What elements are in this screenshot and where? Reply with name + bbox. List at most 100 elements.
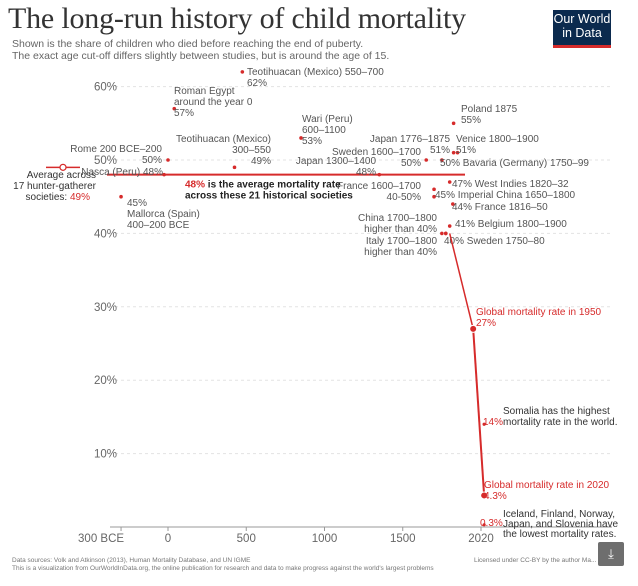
x-tick-label: 2020 bbox=[468, 533, 494, 545]
data-point bbox=[447, 224, 452, 228]
x-tick-label: 1000 bbox=[312, 533, 338, 545]
data-point-label: 53% bbox=[302, 136, 322, 147]
hunter-gatherer-label: Average across bbox=[27, 170, 96, 181]
global-series-label: 27% bbox=[476, 318, 496, 329]
somalia-value-label: 14% bbox=[483, 417, 503, 428]
y-tick-label: 60% bbox=[94, 82, 117, 94]
data-point bbox=[440, 158, 444, 162]
data-point-label: Venice 1800–1900 bbox=[456, 134, 539, 145]
data-point-label: 45% Imperial China 1650–1800 bbox=[435, 190, 576, 201]
data-point-label: 40% Sweden 1750–80 bbox=[444, 236, 545, 247]
lowest-label: Iceland, Finland, Norway, bbox=[503, 509, 615, 520]
data-point-label: Japan 1776–1875 bbox=[370, 134, 451, 145]
data-point-label: Mallorca (Spain) bbox=[127, 209, 200, 220]
download-icon: ⤓ bbox=[608, 546, 614, 561]
data-point-label: 41% Belgium 1800–1900 bbox=[455, 219, 567, 230]
data-point-label: Japan 1300–1400 bbox=[296, 156, 377, 167]
average-label: across these 21 historical societies bbox=[185, 191, 353, 202]
lowest-point bbox=[482, 523, 486, 527]
data-point-label: 51% bbox=[456, 145, 476, 156]
y-tick-label: 20% bbox=[94, 375, 117, 387]
data-point-label: 50% bbox=[142, 155, 162, 166]
chart-subtitle: Shown is the share of children who died … bbox=[12, 38, 389, 62]
x-tick-label: 500 bbox=[237, 533, 256, 545]
license-text[interactable]: Licensed under CC-BY by the author Ma... bbox=[474, 557, 597, 564]
data-point bbox=[432, 187, 436, 192]
subtitle-line: The exact age cut-off differs slightly b… bbox=[12, 50, 390, 62]
data-point bbox=[166, 158, 170, 162]
data-point-label: 50% bbox=[401, 158, 421, 169]
y-tick-label: 30% bbox=[94, 302, 117, 314]
data-point bbox=[232, 165, 237, 170]
data-point bbox=[455, 150, 460, 155]
average-label: 48% is the average mortality rate bbox=[185, 180, 341, 191]
data-point bbox=[451, 150, 456, 155]
data-point-label: Sweden 1600–1700 bbox=[332, 147, 421, 158]
subtitle-line: Shown is the share of children who died … bbox=[12, 38, 364, 50]
download-button[interactable]: ⤓ bbox=[598, 542, 624, 566]
lowest-label: Japan, and Slovenia have bbox=[503, 519, 619, 530]
data-point bbox=[119, 194, 123, 199]
logo-line: Our World bbox=[553, 12, 611, 26]
data-point-label: 47% West Indies 1820–32 bbox=[452, 179, 569, 190]
x-tick-label: 0 bbox=[165, 533, 171, 545]
data-point bbox=[162, 172, 166, 177]
data-point-label: 62% bbox=[247, 78, 267, 89]
data-point-label: 57% bbox=[174, 108, 194, 119]
x-tick-label: 300 BCE bbox=[78, 533, 124, 545]
data-point-label: higher than 40% bbox=[364, 247, 437, 258]
hunter-gatherer-label: 17 hunter-gatherer bbox=[13, 181, 97, 192]
somalia-point bbox=[482, 422, 486, 426]
global-series-label: 4.3% bbox=[484, 491, 507, 502]
data-point bbox=[432, 194, 436, 199]
data-point-label: 40-50% bbox=[387, 192, 422, 203]
data-point-label: 600–1100 bbox=[302, 125, 346, 136]
global-series-line bbox=[472, 328, 486, 496]
chart-title: The long-run history of child mortality bbox=[8, 2, 466, 35]
data-point-label: 51% bbox=[430, 145, 450, 156]
data-point bbox=[447, 180, 452, 184]
y-tick-label: 40% bbox=[94, 228, 117, 240]
data-point-label: 400–200 BCE bbox=[127, 220, 190, 231]
x-tick-label: 1500 bbox=[390, 533, 416, 545]
logo-line: in Data bbox=[562, 26, 602, 40]
data-point-label: around the year 0 bbox=[174, 97, 253, 108]
footer-sources-text: Data sources: Volk and Atkinson (2013), … bbox=[12, 557, 251, 564]
footer-note-text: This is a visualization from OurWorldInD… bbox=[12, 565, 434, 572]
data-point-label: higher than 40% bbox=[364, 224, 437, 235]
data-point bbox=[424, 158, 429, 162]
data-point-label: Nasca (Peru) 48% bbox=[81, 167, 163, 178]
global-series-point bbox=[480, 491, 489, 500]
data-point-label: Rome 200 BCE–200 bbox=[70, 144, 162, 155]
data-point bbox=[240, 70, 245, 74]
data-point-label: Wari (Peru) bbox=[302, 114, 353, 125]
data-point-label: Teotihuacan (Mexico) 550–700 bbox=[247, 67, 384, 78]
data-point bbox=[443, 231, 448, 236]
data-point-label: 44% France 1816–50 bbox=[452, 202, 548, 213]
lowest-value-label: 0.3% bbox=[480, 518, 503, 529]
somalia-label: mortality rate in the world. bbox=[503, 417, 618, 428]
data-point-label: France 1600–1700 bbox=[337, 181, 421, 192]
data-point bbox=[172, 106, 177, 111]
data-point bbox=[299, 136, 303, 140]
data-point-label: Italy 1700–1800 bbox=[366, 236, 438, 247]
global-series-label: Global mortality rate in 1950 bbox=[476, 307, 602, 318]
data-point bbox=[377, 172, 382, 177]
data-point bbox=[451, 202, 455, 206]
data-point-label: 50% Bavaria (Germany) 1750–99 bbox=[440, 158, 589, 169]
footer-sources: Data sources: Volk and Atkinson (2013), … bbox=[12, 557, 434, 573]
somalia-label: Somalia has the highest bbox=[503, 406, 610, 417]
lowest-label: the lowest mortality rates. bbox=[503, 529, 616, 540]
y-tick-label: 10% bbox=[94, 449, 117, 461]
y-tick-label: 50% bbox=[94, 155, 117, 167]
hunter-gatherer-label: societies: 49% bbox=[26, 192, 91, 203]
data-point-label: Roman Egypt bbox=[174, 86, 235, 97]
owid-logo[interactable]: Our World in Data bbox=[553, 10, 611, 48]
data-point bbox=[440, 231, 444, 236]
data-point-label: 300–550 bbox=[232, 145, 271, 156]
hunter-gatherer-marker bbox=[59, 163, 67, 171]
data-point-label: 49% bbox=[251, 156, 271, 167]
data-point-label: 45% bbox=[127, 198, 147, 209]
data-point-label: 55% bbox=[461, 115, 481, 126]
